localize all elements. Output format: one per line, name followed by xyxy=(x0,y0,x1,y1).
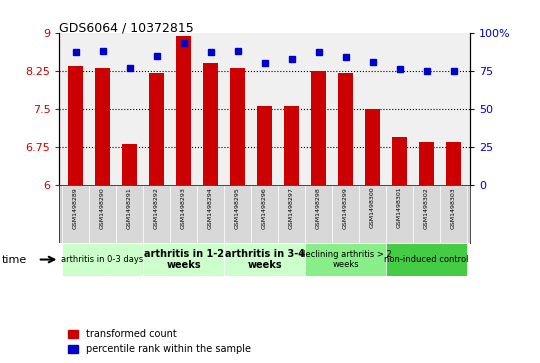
Text: GSM1498302: GSM1498302 xyxy=(424,187,429,229)
Bar xyxy=(419,142,434,185)
FancyBboxPatch shape xyxy=(440,185,467,243)
FancyBboxPatch shape xyxy=(305,243,386,276)
FancyBboxPatch shape xyxy=(224,243,305,276)
Text: GDS6064 / 10372815: GDS6064 / 10372815 xyxy=(59,22,194,35)
Text: GSM1498303: GSM1498303 xyxy=(451,187,456,229)
Text: GSM1498299: GSM1498299 xyxy=(343,187,348,229)
Bar xyxy=(203,63,218,185)
Text: GSM1498293: GSM1498293 xyxy=(181,187,186,229)
FancyBboxPatch shape xyxy=(386,243,467,276)
FancyBboxPatch shape xyxy=(278,185,305,243)
FancyBboxPatch shape xyxy=(62,243,143,276)
FancyBboxPatch shape xyxy=(143,243,224,276)
FancyBboxPatch shape xyxy=(224,185,251,243)
Text: non-induced control: non-induced control xyxy=(384,255,469,264)
FancyBboxPatch shape xyxy=(359,185,386,243)
Text: GSM1498300: GSM1498300 xyxy=(370,187,375,228)
Bar xyxy=(446,142,461,185)
Text: arthritis in 0-3 days: arthritis in 0-3 days xyxy=(62,255,144,264)
FancyBboxPatch shape xyxy=(332,185,359,243)
Bar xyxy=(95,68,110,185)
FancyBboxPatch shape xyxy=(386,185,413,243)
Bar xyxy=(149,73,164,185)
Bar xyxy=(257,106,272,185)
Text: GSM1498296: GSM1498296 xyxy=(262,187,267,229)
FancyBboxPatch shape xyxy=(170,185,197,243)
Bar xyxy=(338,73,353,185)
Text: GSM1498290: GSM1498290 xyxy=(100,187,105,229)
Text: declining arthritis > 2
weeks: declining arthritis > 2 weeks xyxy=(300,250,392,269)
Text: GSM1498298: GSM1498298 xyxy=(316,187,321,229)
Text: arthritis in 1-2
weeks: arthritis in 1-2 weeks xyxy=(144,249,224,270)
Bar xyxy=(68,66,83,185)
Bar xyxy=(176,36,191,185)
FancyBboxPatch shape xyxy=(62,185,89,243)
Text: GSM1498289: GSM1498289 xyxy=(73,187,78,229)
Bar xyxy=(311,71,326,185)
FancyBboxPatch shape xyxy=(143,185,170,243)
FancyBboxPatch shape xyxy=(116,185,143,243)
Text: GSM1498292: GSM1498292 xyxy=(154,187,159,229)
Text: arthritis in 3-4
weeks: arthritis in 3-4 weeks xyxy=(225,249,305,270)
Text: GSM1498297: GSM1498297 xyxy=(289,187,294,229)
Text: GSM1498295: GSM1498295 xyxy=(235,187,240,229)
FancyBboxPatch shape xyxy=(413,185,440,243)
Bar xyxy=(230,68,245,185)
Bar xyxy=(284,106,299,185)
Bar xyxy=(365,109,380,185)
Legend: transformed count, percentile rank within the sample: transformed count, percentile rank withi… xyxy=(64,326,254,358)
Bar xyxy=(392,137,407,185)
Text: GSM1498291: GSM1498291 xyxy=(127,187,132,229)
Bar xyxy=(122,144,137,185)
FancyBboxPatch shape xyxy=(197,185,224,243)
Text: time: time xyxy=(2,254,27,265)
Text: GSM1498294: GSM1498294 xyxy=(208,187,213,229)
Text: GSM1498301: GSM1498301 xyxy=(397,187,402,228)
FancyBboxPatch shape xyxy=(89,185,116,243)
FancyBboxPatch shape xyxy=(251,185,278,243)
FancyBboxPatch shape xyxy=(305,185,332,243)
